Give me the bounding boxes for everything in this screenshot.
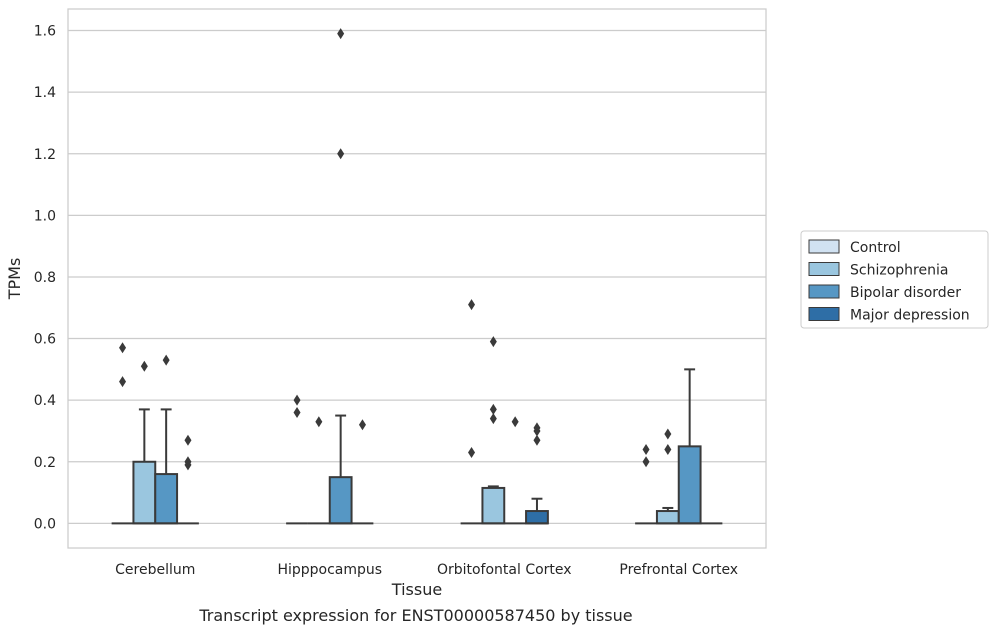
x-tick-label: Prefrontal Cortex <box>619 562 738 578</box>
x-tick-label: Hipppocampus <box>277 562 382 578</box>
box-0-3 <box>635 443 657 525</box>
y-tick-label: 1.2 <box>34 147 56 163</box>
x-tick-label: Cerebellum <box>115 562 195 578</box>
box-1-1 <box>307 416 330 525</box>
outlier-point <box>337 148 345 160</box>
y-tick-label: 1.0 <box>34 208 56 224</box>
outlier-point <box>489 336 497 348</box>
box-2-0 <box>154 354 179 525</box>
outlier-point <box>358 419 366 431</box>
outlier-point <box>293 394 301 406</box>
outlier-point <box>119 376 127 388</box>
legend-swatch <box>808 262 840 276</box>
outlier-point <box>140 360 148 372</box>
outlier-point <box>162 354 170 366</box>
box-0-2 <box>460 299 483 525</box>
y-axis-ticks: 0.0 0.2 0.4 0.6 0.8 1.0 1.2 1.4 1.6 <box>34 24 56 533</box>
box <box>655 510 680 525</box>
x-tick-label: Orbitofontal Cortex <box>437 562 572 578</box>
box-1-0 <box>132 360 157 525</box>
legend-label: Bipolar disorder <box>850 285 961 301</box>
legend-label: Schizophrenia <box>850 263 948 279</box>
outlier-point <box>468 299 476 311</box>
box-2-3 <box>677 368 702 525</box>
y-tick-label: 0.2 <box>34 455 56 471</box>
outlier-point <box>293 406 301 418</box>
outlier-point <box>184 456 192 468</box>
box <box>154 473 179 525</box>
outlier-point <box>664 428 672 440</box>
plot-area <box>111 28 723 525</box>
outlier-point <box>337 28 345 40</box>
outlier-point <box>315 416 323 428</box>
box-2-2 <box>504 416 527 525</box>
box <box>525 510 549 525</box>
outlier-point <box>533 422 541 434</box>
x-axis-label: Tissue <box>391 580 442 599</box>
y-tick-label: 1.6 <box>34 24 56 40</box>
legend-swatch <box>808 307 840 321</box>
y-axis-label: TPMs <box>5 258 24 301</box>
outlier-point <box>489 413 497 425</box>
y-tick-label: 1.4 <box>34 85 56 101</box>
box <box>328 476 353 525</box>
outlier-point <box>184 434 192 446</box>
outlier-point <box>642 443 650 455</box>
legend-label: Major depression <box>850 308 970 324</box>
box-0-1 <box>286 394 308 525</box>
plot-frame <box>67 8 767 549</box>
outlier-point <box>511 416 519 428</box>
outlier-point <box>664 443 672 455</box>
outlier-point <box>468 447 476 459</box>
box-2-1 <box>328 28 353 525</box>
legend-swatch <box>808 239 840 254</box>
legend: Control Schizophrenia Bipolar disorder Majo… <box>800 230 989 329</box>
y-tick-label: 0.6 <box>34 332 56 348</box>
y-tick-label: 0.8 <box>34 270 56 286</box>
box-1-3 <box>655 428 680 525</box>
box-3-0 <box>177 434 199 525</box>
grid <box>68 29 766 524</box>
legend-frame <box>800 230 989 329</box>
legend-label: Control <box>850 240 901 256</box>
outlier-point <box>119 342 127 354</box>
box <box>481 486 506 525</box>
outlier-point <box>489 403 497 415</box>
outlier-point <box>533 434 541 446</box>
box-3-1 <box>351 419 374 525</box>
box-0-0 <box>111 342 134 525</box>
box-3-2 <box>525 422 549 525</box>
legend-swatch <box>808 284 840 299</box>
box-1-2 <box>481 336 506 525</box>
y-tick-label: 0.4 <box>34 393 56 409</box>
outlier-point <box>642 456 650 468</box>
y-tick-label: 0.0 <box>34 516 56 532</box>
x-axis-ticks: Cerebellum Hipppocampus Orbitofontal Corte… <box>115 562 738 578</box>
box <box>132 460 157 525</box>
chart-caption: Transcript expression for ENST0000058745… <box>199 606 633 625</box>
box <box>677 445 702 525</box>
